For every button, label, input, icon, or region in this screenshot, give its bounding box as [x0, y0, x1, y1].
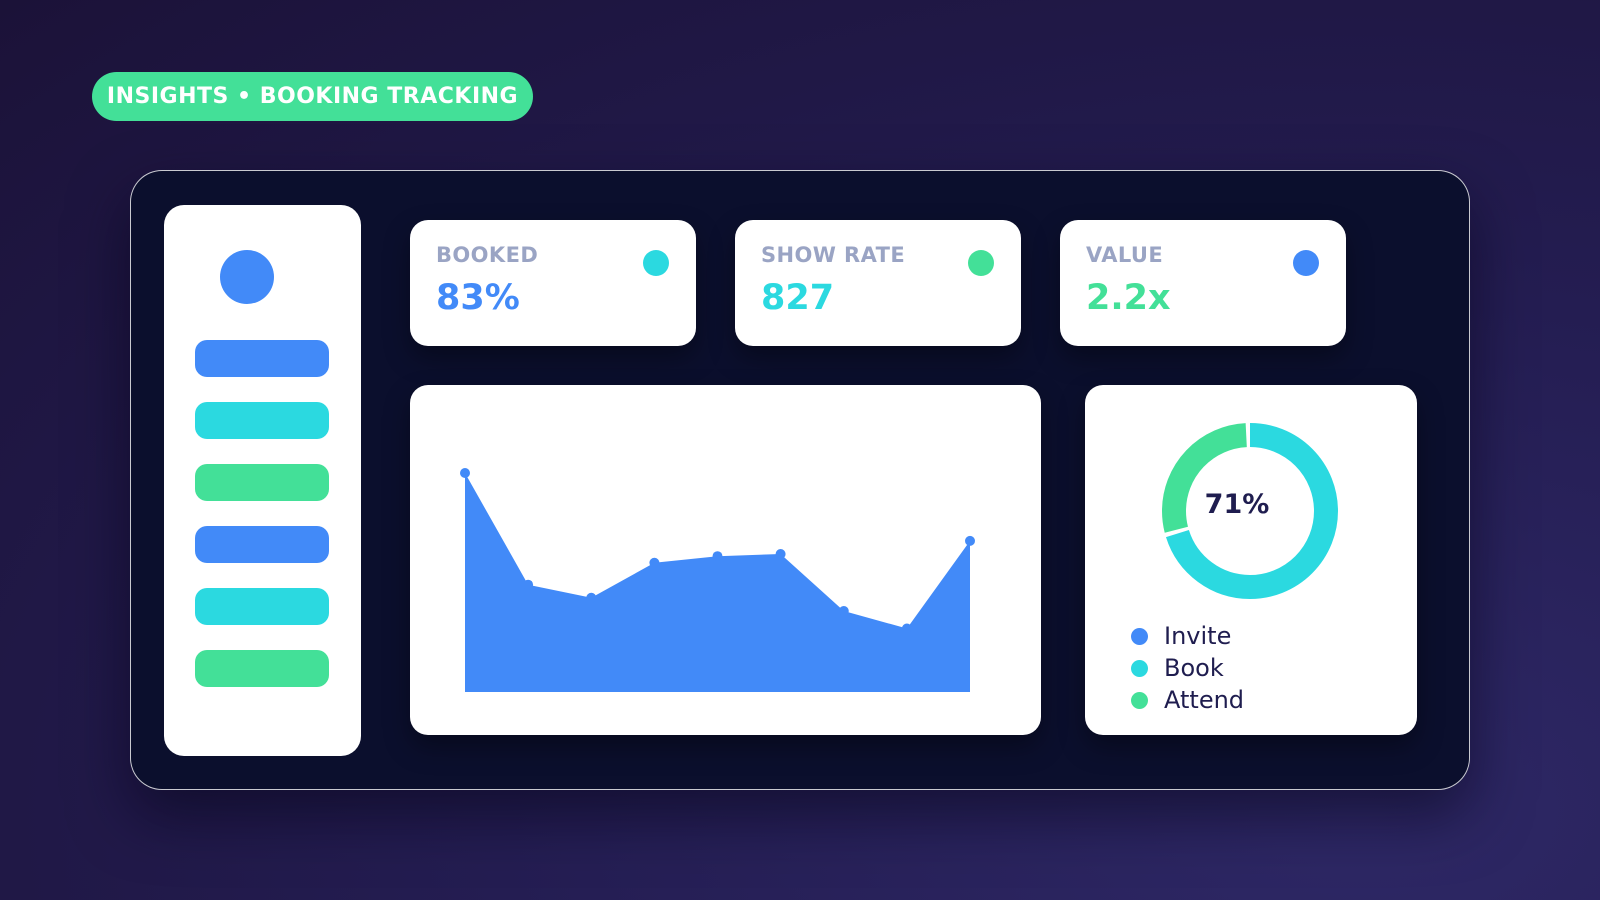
stat-card-value: 827 — [761, 278, 835, 318]
section-pill: INSIGHTS • BOOKING TRACKING — [92, 72, 533, 121]
legend-label: Book — [1164, 654, 1224, 682]
legend-label: Invite — [1164, 622, 1232, 650]
legend-label: Attend — [1164, 686, 1245, 714]
stat-card-value: 2.2x — [1086, 278, 1171, 318]
status-dot-icon — [643, 250, 669, 276]
stat-card-value[interactable]: VALUE 2.2x — [1060, 220, 1346, 346]
area-chart-card — [410, 385, 1041, 735]
stat-card-booked[interactable]: BOOKED 83% — [410, 220, 696, 346]
area-series — [465, 473, 970, 692]
area-point-8[interactable] — [901, 623, 912, 634]
stat-card-label: SHOW RATE — [761, 243, 906, 267]
stat-card-label: BOOKED — [436, 243, 539, 267]
legend-dot-icon — [1131, 659, 1148, 677]
avatar-icon[interactable] — [220, 250, 274, 304]
donut-chart-card: 71% Invite Book Attend — [1085, 385, 1417, 735]
area-point-7[interactable] — [838, 606, 849, 616]
legend-item-attend: Attend — [1131, 686, 1244, 714]
legend-item-book: Book — [1131, 654, 1224, 682]
donut-slice-attend[interactable] — [1162, 423, 1338, 599]
legend-dot-icon — [1131, 627, 1148, 645]
legend-dot-icon — [1131, 691, 1148, 709]
area-point-9[interactable] — [965, 535, 975, 546]
status-dot-icon — [968, 250, 994, 276]
sidebar-item-4[interactable] — [195, 526, 329, 563]
area-point-2[interactable] — [523, 579, 534, 590]
area-point-5[interactable] — [712, 551, 723, 562]
donut-chart — [1162, 423, 1338, 599]
sidebar-item-6[interactable] — [195, 650, 329, 687]
area-point-4[interactable] — [649, 557, 660, 568]
stat-card-show-rate[interactable]: SHOW RATE 827 — [735, 220, 1021, 346]
area-point-1[interactable] — [460, 468, 470, 478]
sidebar-item-3[interactable] — [195, 464, 329, 501]
area-point-6[interactable] — [775, 549, 786, 559]
sidebar-item-5[interactable] — [195, 588, 329, 625]
section-pill-label: INSIGHTS • BOOKING TRACKING — [106, 84, 519, 109]
donut-slice-book[interactable] — [1162, 423, 1338, 599]
sidebar-item-1[interactable] — [195, 340, 329, 377]
area-chart — [460, 468, 975, 692]
donut-center-label: 71% — [1204, 489, 1270, 520]
legend-item-invite: Invite — [1131, 622, 1231, 650]
sidebar-item-2[interactable] — [195, 402, 329, 439]
status-dot-icon — [1293, 250, 1319, 276]
stat-card-label: VALUE — [1086, 243, 1164, 267]
area-point-3[interactable] — [586, 592, 597, 603]
stat-card-value: 83% — [436, 278, 520, 318]
sidebar — [164, 205, 361, 756]
